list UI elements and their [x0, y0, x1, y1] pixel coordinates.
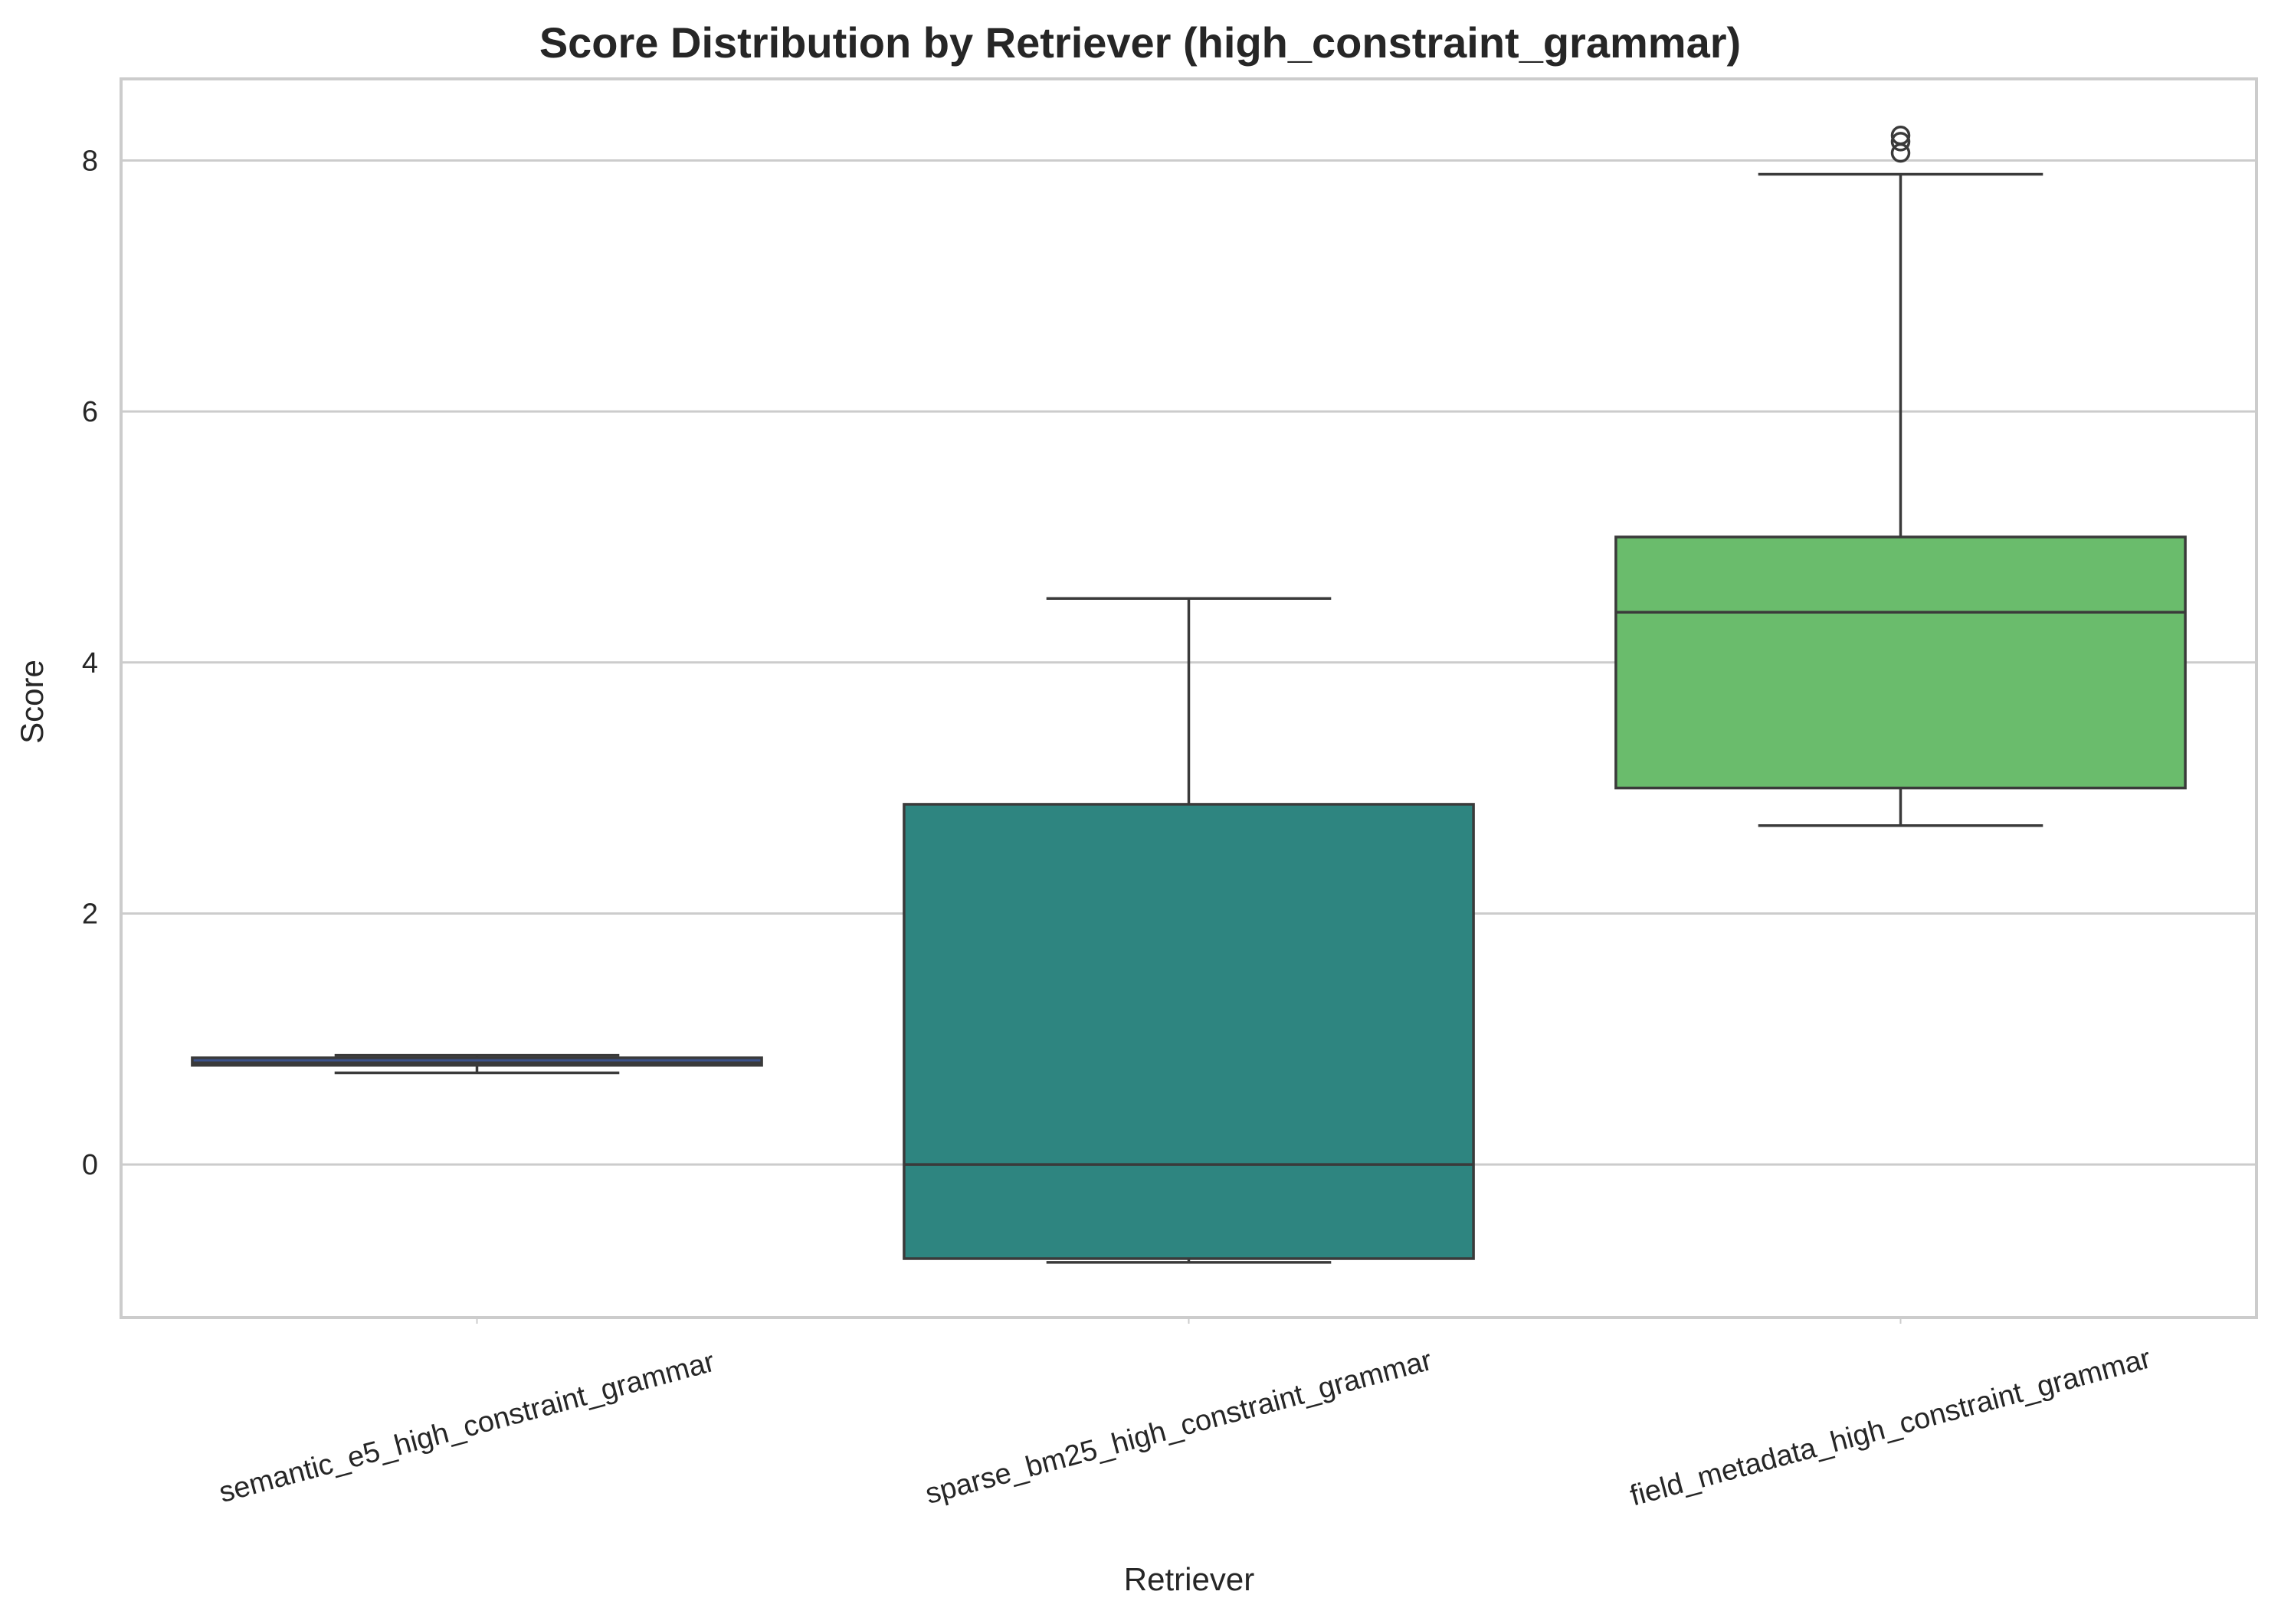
box-group-2	[903, 597, 1475, 1264]
y-ticks: 0 2 4 6 8	[82, 145, 98, 1181]
outlier-point-2	[1890, 132, 1911, 152]
y-tick-label-2: 2	[82, 898, 98, 930]
x-ticks: semantic_e5_high_constraint_grammar spars…	[216, 1318, 2155, 1512]
y-tick-label-8: 8	[82, 145, 98, 177]
chart-title: Score Distribution by Retriever (high_co…	[539, 18, 1741, 67]
y-axis-label: Score	[14, 660, 50, 744]
box-group-1	[191, 1053, 763, 1075]
box-group-3	[1614, 125, 2187, 827]
y-tick-label-4: 4	[82, 647, 98, 679]
x-tick-label-2: sparse_bm25_high_constraint_grammar	[922, 1344, 1435, 1511]
x-axis-label: Retriever	[1124, 1561, 1254, 1597]
box-iqr	[1614, 535, 2187, 790]
box-iqr	[903, 803, 1475, 1260]
outlier-point-3	[1890, 125, 1911, 146]
y-tick-label-6: 6	[82, 396, 98, 428]
y-tick-label-0: 0	[82, 1149, 98, 1181]
boxes	[191, 125, 2187, 1264]
x-tick-label-1: semantic_e5_high_constraint_grammar	[216, 1346, 719, 1509]
x-tick-label-3: field_metadata_high_constraint_grammar	[1627, 1342, 2155, 1512]
